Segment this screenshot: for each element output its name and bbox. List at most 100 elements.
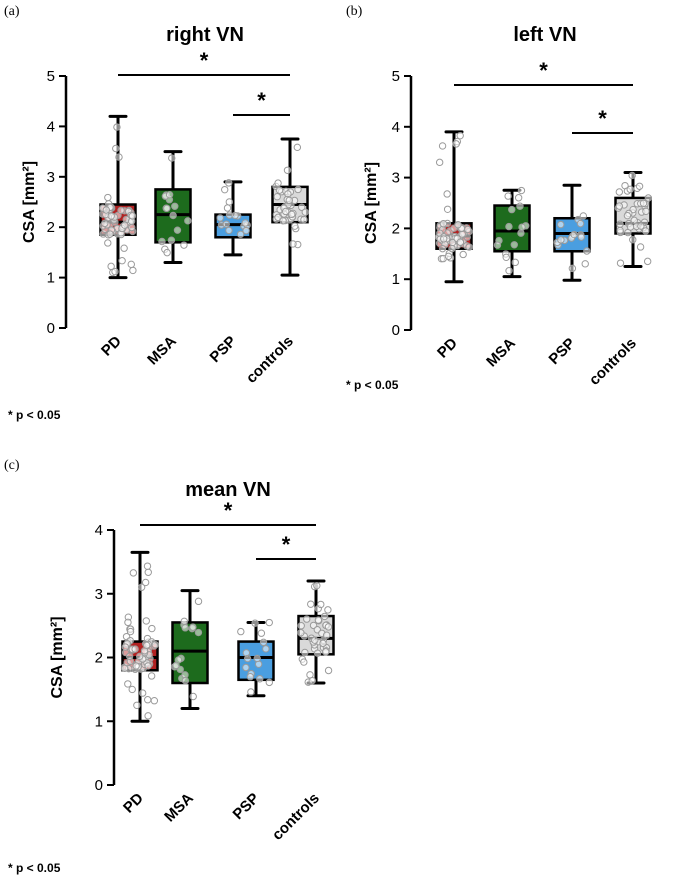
data-point [322,648,330,656]
x-tick-label: MSA [161,790,197,826]
data-point [289,240,297,248]
data-point [144,712,152,720]
data-point [568,264,577,273]
data-point [438,244,447,253]
data-point [514,194,523,202]
data-point [322,631,331,639]
data-point [169,211,177,220]
y-tick-label: 4 [392,119,400,136]
y-tick-label: 1 [47,270,55,287]
y-tick-label: 5 [392,68,400,85]
data-point [253,654,261,663]
data-point [147,672,156,680]
data-point [223,204,232,212]
data-point [623,211,632,220]
data-point [443,190,451,198]
data-point [324,606,332,614]
box-msa [170,589,209,710]
data-point [194,628,203,637]
data-point [251,619,259,627]
data-point [285,196,294,205]
data-point [629,236,637,244]
data-point [163,204,171,212]
box-controls [614,171,653,268]
data-point [265,618,273,627]
data-point [502,253,510,262]
footnote-a: * p < 0.05 [8,408,61,422]
data-point [641,227,650,235]
data-point [438,142,447,150]
data-point [216,214,224,222]
y-tick-label: 3 [95,586,103,603]
data-point [256,675,264,683]
data-point [128,685,136,694]
data-point [319,639,327,648]
data-point [291,222,299,230]
data-point [616,226,624,235]
data-point [615,188,624,196]
data-point [101,219,109,228]
significance-star: * [539,58,548,83]
data-point [143,562,152,570]
data-point [180,617,188,626]
data-point [104,239,112,247]
data-point [262,645,270,653]
data-point [644,194,653,202]
y-tick-label: 2 [392,220,400,237]
data-point [142,641,151,649]
data-point [435,158,444,167]
data-point [464,225,472,234]
data-point [165,190,174,199]
data-point [452,140,460,148]
data-point [242,226,250,235]
y-tick-label: 1 [392,271,400,288]
data-point [576,219,585,228]
chart-panel-c: (c) mean VN CSA [mm²] 0 1 2 3 4 PD MSA PSP control… [0,455,340,883]
data-point [301,648,309,657]
significance-star: * [257,88,266,113]
data-point [456,238,465,246]
x-tick-label: PSP [207,333,240,366]
data-point [236,230,245,238]
data-point [120,244,128,252]
data-point [313,649,322,657]
box-psp [214,179,252,257]
data-point [151,640,160,649]
data-point [107,212,115,220]
footnote-c: * p < 0.05 [8,861,61,875]
data-point [636,243,645,251]
data-point [189,623,197,631]
box-pd [120,550,160,723]
x-tick-label: MSA [144,333,180,369]
data-point [282,207,290,216]
data-point [141,578,150,587]
data-point [173,226,182,234]
chart-right-vn: right VN CSA [mm²] 0 1 2 3 4 5 PD MSA PSP controls *… [21,24,309,387]
data-point [265,678,274,687]
data-point [294,185,302,194]
data-point [247,688,255,696]
data-point [158,237,166,246]
data-point [283,166,292,174]
data-point [314,616,323,624]
data-point [221,185,229,194]
data-point [142,617,150,625]
y-tick-label: 1 [95,713,103,730]
data-point [148,624,156,633]
data-point [124,618,132,627]
x-tick-label: MSA [483,335,519,371]
box-psp [237,618,275,698]
data-point [313,581,321,590]
data-point [635,182,644,190]
data-point [181,676,190,685]
box-pd [434,130,473,284]
data-point [517,186,526,195]
x-tick-label: PD [98,333,125,360]
data-point [297,622,305,630]
y-tick-label: 5 [47,68,55,85]
data-point [505,267,513,275]
data-point [308,676,316,685]
data-point [257,629,266,637]
y-tick-label: 4 [95,522,103,539]
data-point [324,623,333,631]
